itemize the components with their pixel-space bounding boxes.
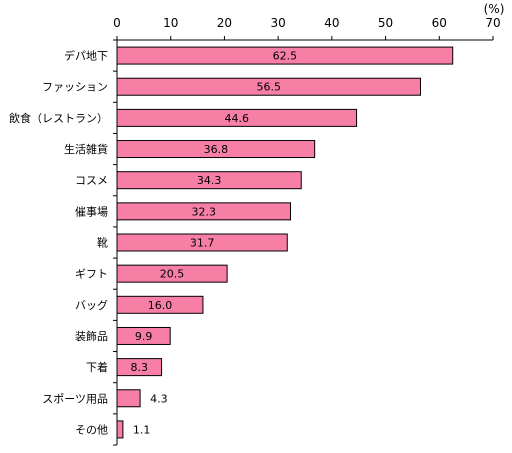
value-label: 9.9 [135, 330, 153, 343]
x-tick-label: 10 [163, 16, 178, 30]
bar [116, 295, 204, 314]
value-label: 34.3 [197, 174, 222, 187]
bar [116, 326, 171, 345]
value-label: 32.3 [191, 205, 216, 218]
bar [116, 108, 358, 127]
labels: 0 10 20 30 40 50 60 70 デパ地下 62.5 ファッション 56.5 飲食（レストラ… [9, 16, 501, 436]
category-label: ギフト [75, 268, 108, 281]
bar [116, 140, 316, 159]
category-label: コスメ [75, 174, 108, 187]
unit-label: (%) [484, 2, 505, 16]
bars [116, 46, 454, 439]
bar [116, 358, 163, 377]
value-label: 44.6 [225, 112, 250, 125]
x-tick-label: 0 [113, 16, 121, 30]
category-label: 下着 [86, 360, 108, 374]
bar [116, 420, 124, 439]
x-tick-label: 30 [271, 16, 286, 30]
category-label: 催事場 [75, 204, 108, 218]
bar [116, 389, 141, 408]
bar [116, 77, 421, 96]
value-label: 8.3 [131, 361, 149, 374]
bar [116, 264, 228, 283]
category-label: デパ地下 [64, 49, 108, 63]
category-label: スポーツ用品 [42, 392, 108, 405]
category-label: その他 [75, 423, 108, 436]
category-label: 生活雑貨 [64, 142, 108, 156]
category-label: 靴 [97, 236, 108, 250]
x-tick-label: 50 [378, 16, 393, 30]
category-label: 装飾品 [75, 330, 108, 343]
axes [113, 36, 494, 446]
value-label: 56.5 [256, 81, 281, 94]
x-tick-label: 60 [432, 16, 447, 30]
bar [116, 171, 302, 190]
x-tick-label: 40 [324, 16, 339, 30]
value-label: 16.0 [148, 299, 173, 312]
category-label: バッグ [75, 298, 108, 312]
value-label: 31.7 [190, 237, 215, 250]
x-tick-label: 20 [217, 16, 232, 30]
value-label: 20.5 [160, 268, 185, 281]
value-label: 62.5 [273, 50, 298, 63]
x-tick-label: 70 [485, 16, 500, 30]
category-label: ファッション [42, 81, 108, 94]
value-label: 1.1 [133, 423, 151, 436]
bar [116, 202, 291, 221]
category-label: 飲食（レストラン） [9, 111, 108, 125]
value-label: 36.8 [204, 143, 229, 156]
bar [116, 233, 288, 252]
bar [116, 46, 454, 65]
value-label: 4.3 [150, 392, 168, 405]
